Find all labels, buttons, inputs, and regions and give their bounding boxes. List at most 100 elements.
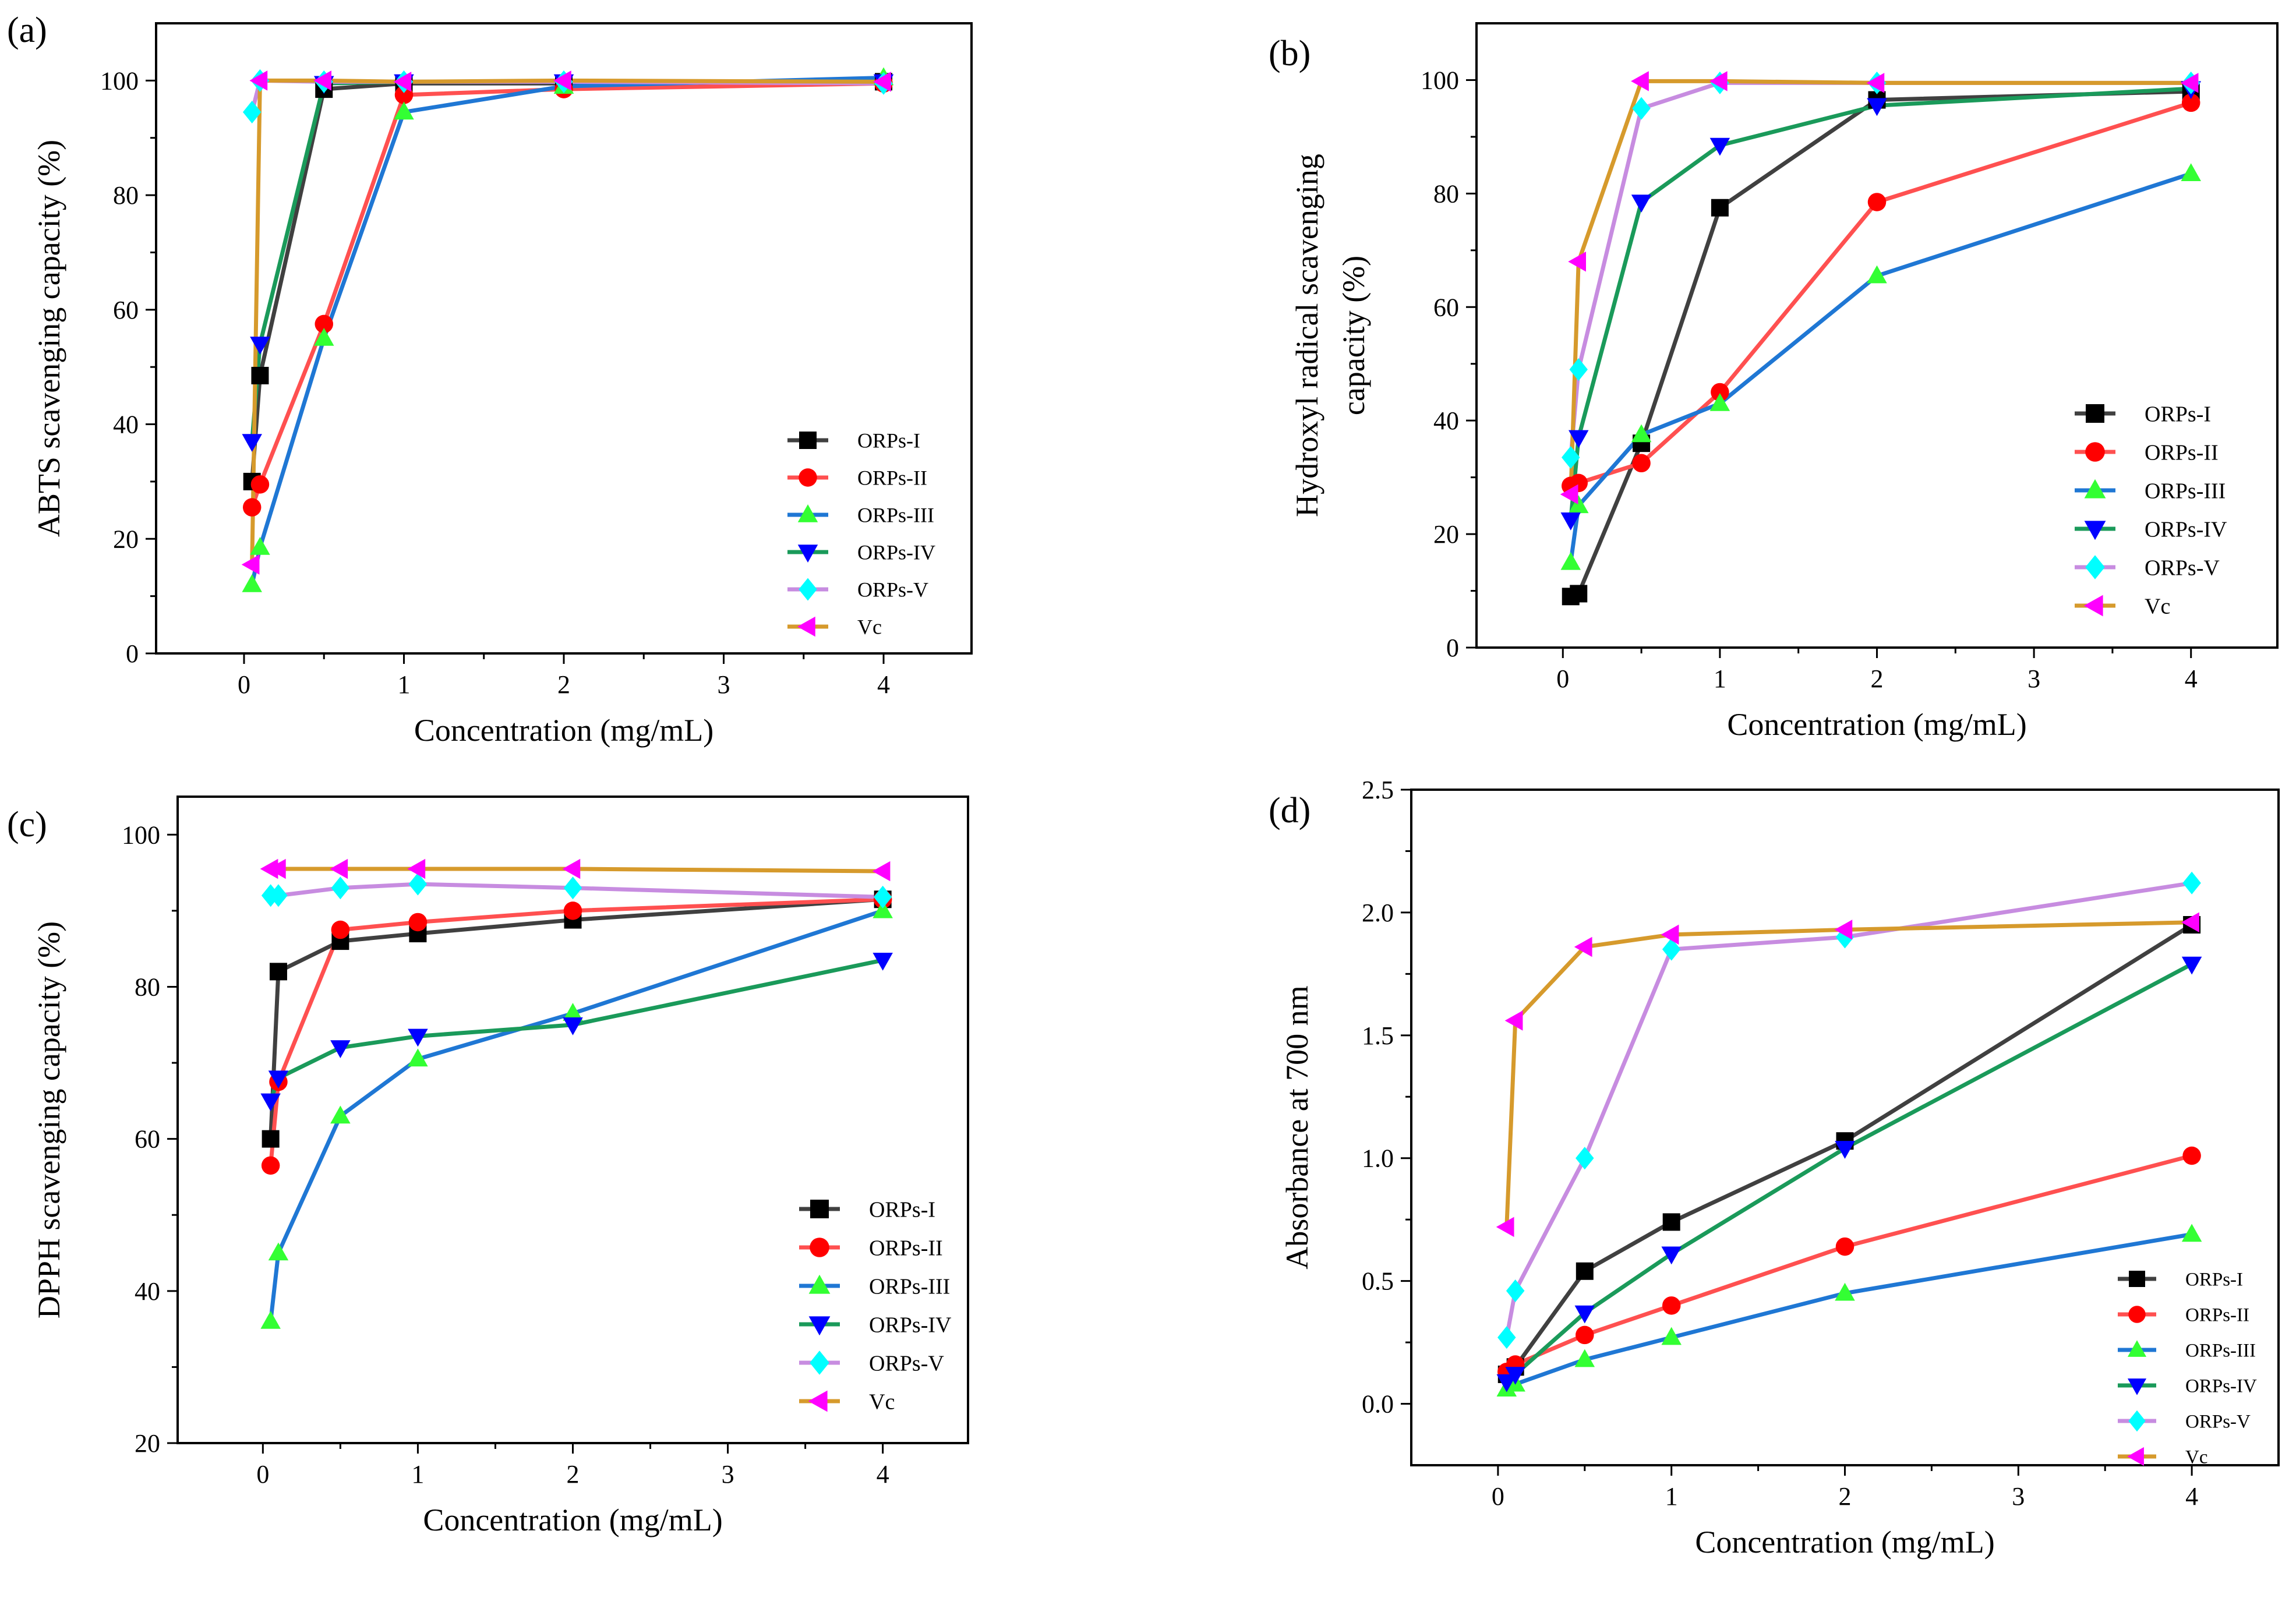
data-point-orps-i-d (1662, 1213, 1680, 1231)
series-line-orps-ii-d (1505, 1154, 2192, 1374)
y-axis-label-a: ABTS scavenging capacity (%) (31, 140, 66, 537)
y-tick-label-b: 0 (1446, 634, 1459, 662)
legend-marker-orps-v-b (2085, 555, 2105, 579)
series-line-orps-iii-c (269, 908, 884, 1322)
legend-label-orps-ii-c: ORPs-II (869, 1236, 943, 1260)
series-line-vc-d (1504, 920, 2192, 1227)
data-point-vc-c (330, 858, 348, 879)
data-point-orps-i-c (269, 963, 287, 981)
x-tick-label-d: 0 (1492, 1482, 1504, 1511)
data-point-vc-d (1496, 1217, 1514, 1238)
data-point-orps-i-c (262, 1130, 280, 1148)
series-line-orps-v-b (1569, 80, 2191, 458)
y-tick-label-c: 80 (135, 973, 160, 1001)
legend-marker-orps-v-a (799, 578, 817, 601)
data-point-vc-b (1709, 71, 1728, 91)
data-point-orps-v-c (563, 876, 582, 900)
x-tick-label-a: 3 (718, 670, 730, 699)
data-point-vc-a (393, 72, 412, 92)
legend-marker-orps-ii-b (2085, 442, 2105, 462)
data-point-orps-iii-a (313, 328, 334, 346)
legend-label-orps-i-c: ORPs-I (869, 1197, 935, 1222)
legend-label-vc-a: Vc (857, 616, 882, 639)
data-point-orps-v-c (408, 872, 428, 896)
x-tick-label-b: 4 (2185, 664, 2198, 693)
data-point-orps-v-d (1497, 1326, 1516, 1349)
data-point-orps-iii-a (250, 537, 270, 555)
y-tick-label-c: 60 (135, 1125, 160, 1154)
y-tick-label-a: 40 (113, 411, 139, 439)
legend-label-orps-v-d: ORPs-V (2185, 1412, 2251, 1433)
data-point-orps-iv-d (1496, 1374, 1517, 1392)
data-point-orps-ii-b (2181, 93, 2200, 112)
series-line-orps-i-a (250, 79, 884, 482)
legend-label-orps-iv-b: ORPs-IV (2145, 517, 2227, 542)
legend-label-orps-i-a: ORPs-I (857, 429, 920, 452)
data-point-orps-iii-b (1568, 495, 1589, 514)
y-tick-label-a: 60 (113, 296, 139, 324)
data-point-orps-iii-b (1631, 424, 1652, 443)
legend-marker-orps-ii-d (2128, 1306, 2146, 1323)
data-point-orps-iv-b (1568, 430, 1589, 448)
data-point-orps-ii-c (408, 913, 428, 932)
data-point-orps-iii-c (873, 900, 893, 918)
x-axis-label-c: Concentration (mg/mL) (423, 1502, 722, 1537)
series-line-vc-b (1569, 79, 2191, 494)
data-point-orps-iv-a (250, 337, 270, 355)
data-point-orps-v-d (1576, 1147, 1594, 1170)
data-point-orps-iv-d (1661, 1246, 1682, 1265)
x-axis-label-a: Concentration (mg/mL) (414, 713, 713, 748)
legend-label-orps-iii-d: ORPs-III (2185, 1341, 2256, 1362)
data-point-orps-i-a (251, 366, 269, 384)
x-tick-label-c: 2 (567, 1460, 580, 1489)
y-axis-label-b: capacity (%) (1336, 256, 1371, 415)
y-tick-label-d: 2.0 (1362, 899, 1394, 927)
series-line-orps-iv-c (269, 958, 884, 1102)
data-point-orps-iii-d (1835, 1282, 1855, 1301)
y-tick-label-a: 20 (113, 525, 139, 553)
data-point-orps-iii-c (563, 1003, 583, 1021)
data-point-orps-iv-d (1574, 1305, 1595, 1324)
series-line-orps-iii-a (250, 75, 884, 585)
legend-marker-orps-i-b (2086, 404, 2104, 423)
data-point-orps-iv-c (260, 1093, 281, 1112)
data-point-orps-ii-a (394, 86, 414, 104)
data-point-orps-ii-c (563, 901, 582, 920)
series-line-orps-iii-b (1569, 171, 2192, 563)
legend-marker-orps-ii-a (799, 468, 817, 487)
x-tick-label-c: 0 (256, 1460, 269, 1489)
panel-label-b: (b) (1269, 34, 1311, 73)
y-tick-label-b: 60 (1433, 293, 1459, 321)
legend-label-orps-iv-d: ORPs-IV (2185, 1376, 2257, 1397)
series-line-orps-i-c (269, 897, 883, 1139)
data-point-orps-iv-c (330, 1040, 351, 1058)
series-line-orps-i-b (1570, 89, 2191, 599)
data-point-vc-c (872, 861, 891, 882)
legend-marker-orps-iii-d (2127, 1340, 2147, 1357)
y-tick-label-c: 40 (135, 1277, 160, 1306)
data-point-vc-c (407, 858, 426, 879)
data-point-orps-v-d (1506, 1279, 1525, 1303)
legend-label-vc-d: Vc (2185, 1447, 2207, 1468)
data-point-orps-iii-b (1709, 393, 1730, 411)
legend-label-orps-ii-b: ORPs-II (2145, 440, 2219, 465)
legend-marker-vc-d (2127, 1447, 2144, 1466)
data-point-orps-iii-b (1560, 551, 1581, 570)
data-point-vc-d (1574, 936, 1592, 957)
data-point-orps-v-d (2182, 871, 2201, 895)
series-line-orps-ii-a (250, 81, 884, 508)
data-point-orps-ii-d (2182, 1146, 2201, 1165)
data-point-vc-b (2180, 73, 2199, 93)
data-point-orps-ii-d (1835, 1237, 1855, 1256)
data-point-vc-a (313, 70, 331, 91)
x-axis-label-d: Concentration (mg/mL) (1695, 1525, 1994, 1560)
series-line-vc-a (250, 78, 884, 565)
data-point-vc-d (1661, 924, 1679, 945)
data-point-orps-i-b (1570, 585, 1588, 603)
legend-marker-orps-i-d (2129, 1271, 2145, 1287)
legend-marker-vc-a (797, 616, 815, 637)
data-point-orps-ii-a (242, 498, 262, 517)
y-tick-label-a: 0 (126, 639, 139, 668)
x-tick-label-d: 2 (1839, 1482, 1852, 1511)
y-tick-label-d: 1.5 (1362, 1021, 1394, 1050)
